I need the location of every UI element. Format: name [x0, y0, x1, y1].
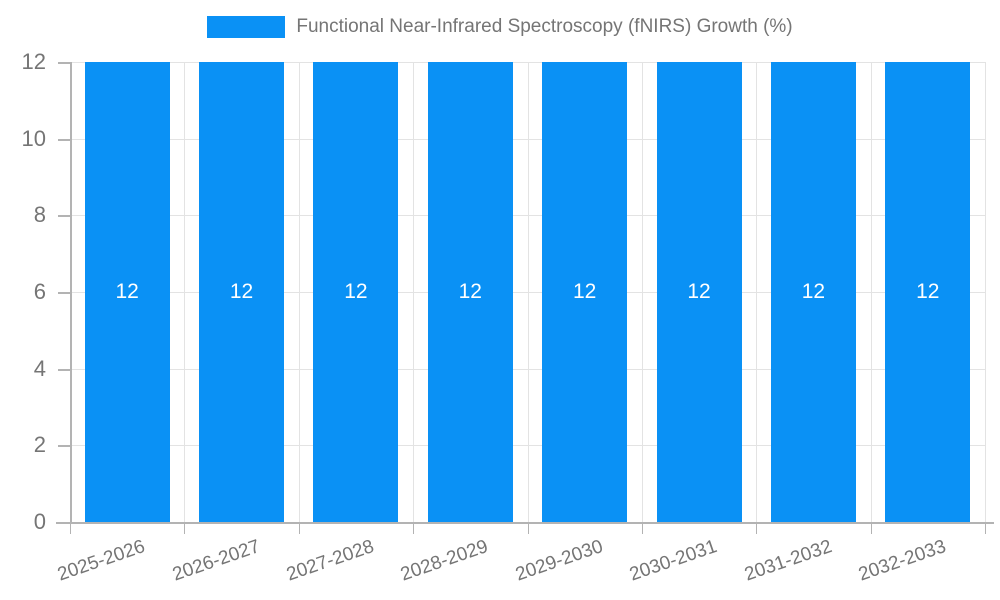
bar-value-label: 12 [344, 280, 368, 303]
x-axis-tick [298, 522, 300, 534]
gridline-vertical [413, 62, 415, 522]
bar[interactable] [199, 62, 285, 522]
y-axis-tick [58, 138, 70, 141]
y-axis-tick [58, 445, 70, 448]
x-axis-tick-label: 2026-2027 [169, 536, 263, 586]
x-axis-tick [527, 522, 529, 534]
bar[interactable] [542, 62, 628, 522]
gridline-vertical [184, 62, 186, 522]
y-axis-tick-label: 10 [21, 125, 46, 151]
y-axis-tick [58, 292, 70, 294]
bar[interactable] [313, 62, 399, 522]
bar[interactable] [427, 62, 513, 522]
y-axis-tick-label: 4 [33, 355, 46, 381]
x-axis-tick-label: 2030-2031 [627, 536, 720, 586]
bar-value-label: 12 [573, 280, 597, 303]
x-axis-tick-label: 2028-2029 [398, 536, 492, 586]
x-axis-line [56, 522, 994, 524]
x-axis-tick [870, 522, 872, 534]
chart-legend[interactable]: Functional Near-Infrared Spectroscopy (f… [0, 16, 1000, 38]
y-axis-tick-label: 8 [33, 202, 46, 228]
bar[interactable] [656, 62, 742, 522]
x-axis-tick-label: 2032-2033 [855, 536, 949, 586]
y-axis-tick-label: 12 [21, 49, 46, 74]
bar[interactable] [770, 62, 856, 522]
gridline-vertical [298, 62, 300, 522]
x-axis-tick [70, 522, 71, 534]
legend-swatch [207, 16, 286, 38]
gridline-vertical [870, 62, 872, 522]
bar-value-label: 12 [801, 280, 826, 303]
bar[interactable] [84, 62, 170, 522]
x-axis-tick [985, 522, 986, 534]
bar-value-label: 12 [687, 280, 711, 303]
bar-value-label: 12 [458, 280, 482, 303]
x-axis-tick [756, 522, 758, 534]
y-axis-tick [58, 368, 70, 371]
x-axis-tick-label: 2031-2032 [741, 536, 835, 586]
x-axis-tick-label: 2029-2030 [512, 536, 606, 586]
x-axis-tick [413, 522, 415, 534]
y-axis-tick-label: 0 [33, 509, 46, 534]
x-axis-tick-label: 2027-2028 [284, 536, 377, 586]
gridline-vertical [985, 62, 986, 522]
y-axis-line [70, 62, 72, 522]
x-axis-tick [641, 522, 643, 534]
x-axis-tick-label: 2025-2026 [55, 536, 149, 586]
y-axis-tick [58, 62, 70, 64]
bar[interactable] [885, 62, 971, 522]
bar-value-label: 12 [115, 280, 139, 303]
legend-label: Functional Near-Infrared Spectroscopy (f… [296, 16, 793, 37]
y-axis-tick-label: 6 [33, 279, 46, 304]
bar-value-label: 12 [229, 280, 254, 303]
x-axis-tick [184, 522, 186, 534]
gridline-vertical [756, 62, 758, 522]
gridline-vertical [641, 62, 643, 522]
gridline-vertical [527, 62, 529, 522]
bar-value-label: 12 [916, 280, 940, 303]
y-axis-tick-label: 2 [33, 432, 46, 458]
y-axis-tick [58, 215, 70, 218]
